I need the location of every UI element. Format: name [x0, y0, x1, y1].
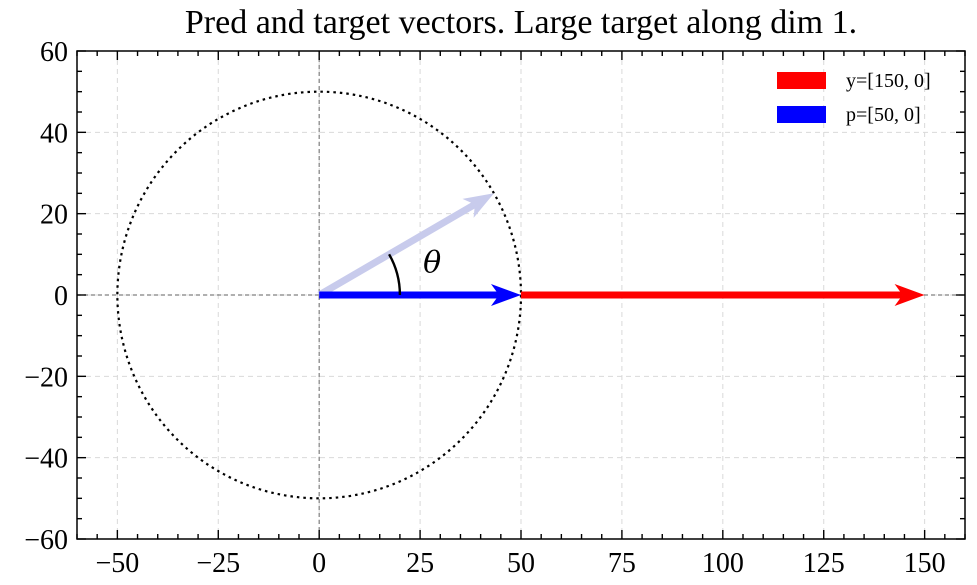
x-tick-label: 25 [406, 548, 434, 579]
y-tick-label: 60 [40, 37, 68, 68]
legend: y=[150, 0] p=[50, 0] [777, 70, 931, 126]
legend-swatch [777, 106, 826, 123]
y-tick-label: 40 [40, 118, 68, 149]
legend-label: p=[50, 0] [846, 104, 921, 126]
x-tick-labels: −50 −25 0 25 50 75 100 125 150 [95, 548, 945, 579]
faded-vector-head [462, 193, 494, 218]
y-tick-label: 0 [54, 281, 68, 312]
x-tick-label: −25 [196, 548, 240, 579]
x-tick-label: 75 [608, 548, 636, 579]
x-tick-label: 125 [803, 548, 845, 579]
angle-label: θ [423, 246, 441, 281]
axis-ticks [76, 50, 966, 540]
faded-vector [317, 193, 494, 299]
y-tick-label: 20 [40, 200, 68, 231]
angle-annotation: θ [388, 246, 441, 296]
legend-swatch [777, 72, 826, 89]
y-tick-label: −60 [24, 525, 68, 556]
vector-layer [317, 193, 925, 306]
x-tick-label: 0 [312, 548, 326, 579]
x-tick-label: 150 [904, 548, 946, 579]
faded-vector-shaft [317, 201, 477, 299]
angle-arc [388, 253, 402, 296]
y-tick-label: −40 [24, 444, 68, 475]
pred-vector-head [491, 284, 521, 306]
y-tick-labels: −60 −40 −20 0 20 40 60 [24, 37, 68, 556]
target-vector-head [894, 284, 925, 306]
x-tick-label: −50 [95, 548, 139, 579]
pred-vector [319, 284, 521, 306]
x-tick-label: 100 [702, 548, 744, 579]
x-tick-label: 50 [507, 548, 535, 579]
legend-label: y=[150, 0] [846, 70, 931, 92]
y-tick-label: −20 [24, 362, 68, 393]
chart-title: Pred and target vectors. Large target al… [185, 4, 857, 41]
target-vector [521, 284, 925, 306]
